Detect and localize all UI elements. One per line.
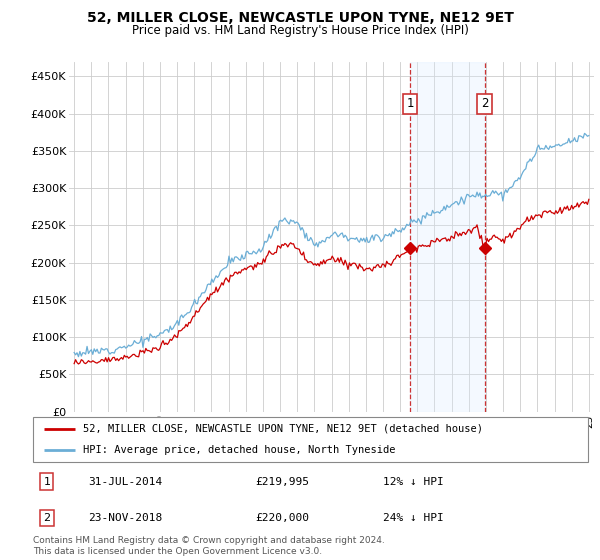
Text: 52, MILLER CLOSE, NEWCASTLE UPON TYNE, NE12 9ET: 52, MILLER CLOSE, NEWCASTLE UPON TYNE, N… — [86, 11, 514, 25]
Text: 2: 2 — [43, 513, 50, 523]
Text: £220,000: £220,000 — [255, 513, 309, 523]
Text: 52, MILLER CLOSE, NEWCASTLE UPON TYNE, NE12 9ET (detached house): 52, MILLER CLOSE, NEWCASTLE UPON TYNE, N… — [83, 424, 483, 434]
Text: 23-NOV-2018: 23-NOV-2018 — [89, 513, 163, 523]
Text: 24% ↓ HPI: 24% ↓ HPI — [383, 513, 443, 523]
Text: Price paid vs. HM Land Registry's House Price Index (HPI): Price paid vs. HM Land Registry's House … — [131, 24, 469, 36]
Text: Contains HM Land Registry data © Crown copyright and database right 2024.
This d: Contains HM Land Registry data © Crown c… — [33, 536, 385, 556]
FancyBboxPatch shape — [33, 417, 588, 462]
Bar — [410, 62, 485, 412]
Text: 2: 2 — [481, 97, 488, 110]
Text: 12% ↓ HPI: 12% ↓ HPI — [383, 477, 443, 487]
Text: 1: 1 — [43, 477, 50, 487]
Text: 31-JUL-2014: 31-JUL-2014 — [89, 477, 163, 487]
Text: £219,995: £219,995 — [255, 477, 309, 487]
Text: 1: 1 — [406, 97, 414, 110]
Text: HPI: Average price, detached house, North Tyneside: HPI: Average price, detached house, Nort… — [83, 445, 395, 455]
